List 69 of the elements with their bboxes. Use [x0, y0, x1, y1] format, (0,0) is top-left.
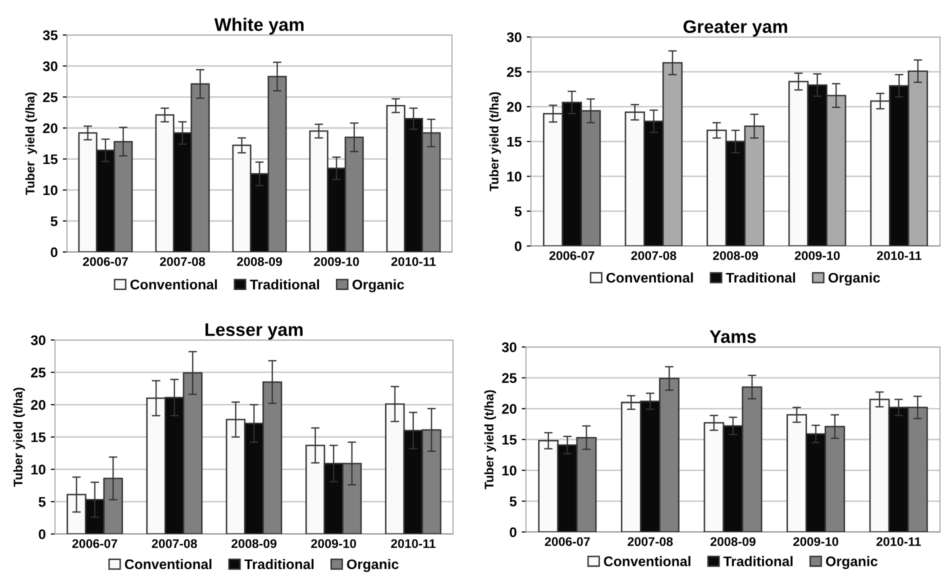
x-tick-label: 2010-11 [391, 539, 436, 548]
y-tick-label: 25 [507, 67, 522, 78]
y-tick-label: 20 [502, 404, 516, 414]
y-tick-label: 0 [50, 247, 58, 258]
legend-label: Traditional [723, 556, 793, 566]
y-tick-label: 25 [43, 92, 58, 102]
y-tick-label: 0 [510, 527, 516, 538]
y-tick-label: 5 [38, 497, 46, 507]
legend-label: Traditional [250, 279, 320, 290]
y-tick-label: 10 [43, 185, 58, 196]
x-tick-label: 2006-07 [544, 537, 590, 546]
x-tick-label: 2006-07 [83, 257, 128, 266]
y-tick-label: 20 [507, 102, 522, 112]
y-tick-label: 5 [514, 206, 522, 216]
y-tick-label: 35 [42, 30, 58, 40]
legend-label: Conventional [604, 556, 690, 566]
legend-label: Organic [347, 558, 399, 572]
chart-title: Lesser yam [206, 323, 303, 340]
x-tick-label: 2009-10 [314, 257, 359, 266]
legend-label: Traditional [726, 272, 796, 283]
x-tick-label: 2008-09 [237, 257, 282, 266]
y-axis-title: Tuber yield (t/ha) [25, 92, 37, 195]
legend-label: Organic [826, 556, 878, 570]
x-tick-label: 2007-08 [631, 251, 676, 260]
y-tick-label: 0 [514, 241, 522, 252]
y-tick-label: 15 [502, 434, 517, 445]
chart-title: Greater yam [684, 20, 788, 37]
x-tick-label: 2010-11 [876, 251, 922, 260]
y-tick-label: 30 [506, 32, 522, 42]
y-axis-title: Tuber yield (t/ha) [13, 388, 25, 487]
y-tick-label: 20 [31, 400, 46, 410]
y-tick-label: 25 [502, 373, 517, 384]
y-tick-label: 0 [38, 529, 46, 540]
x-tick-label: 2008-09 [713, 251, 758, 260]
y-tick-label: 25 [31, 368, 46, 378]
y-tick-label: 15 [507, 136, 522, 147]
y-tick-label: 30 [42, 61, 58, 72]
legend-label: Organic [828, 272, 880, 286]
x-tick-label: 2009-10 [793, 537, 838, 546]
legend-label: Conventional [130, 279, 217, 290]
legend-label: Organic [352, 279, 404, 292]
x-tick-label: 2006-07 [72, 539, 118, 548]
y-tick-label: 20 [43, 123, 58, 134]
y-tick-label: 15 [43, 154, 58, 164]
y-tick-label: 30 [30, 335, 46, 346]
y-tick-label: 5 [50, 216, 58, 226]
x-tick-label: 2008-09 [232, 539, 276, 548]
y-axis-title: Tuber yield (t/ha) [484, 390, 496, 490]
x-tick-label: 2010-11 [391, 257, 436, 266]
x-tick-label: 2007-08 [152, 539, 197, 548]
x-tick-label: 2009-10 [311, 539, 356, 548]
y-tick-label: 30 [502, 342, 516, 352]
y-tick-label: 10 [507, 172, 522, 182]
y-tick-label: 10 [502, 466, 516, 476]
chart-title: Yams [710, 330, 756, 344]
legend-label: Conventional [124, 558, 212, 570]
y-tick-label: 5 [510, 496, 517, 506]
x-tick-label: 2007-08 [160, 257, 206, 266]
legend-label: Traditional [244, 558, 314, 570]
x-tick-label: 2009-10 [794, 251, 840, 260]
chart-title: White yam [214, 18, 304, 35]
x-tick-label: 2010-11 [876, 537, 921, 546]
x-tick-label: 2006-07 [549, 251, 594, 260]
y-tick-label: 15 [31, 432, 46, 442]
y-axis-title: Tuber yield (t/ha) [489, 92, 501, 192]
y-tick-label: 10 [31, 464, 46, 475]
x-tick-label: 2007-08 [628, 537, 673, 546]
legend-label: Conventional [606, 272, 693, 283]
x-tick-label: 2008-09 [710, 537, 756, 546]
